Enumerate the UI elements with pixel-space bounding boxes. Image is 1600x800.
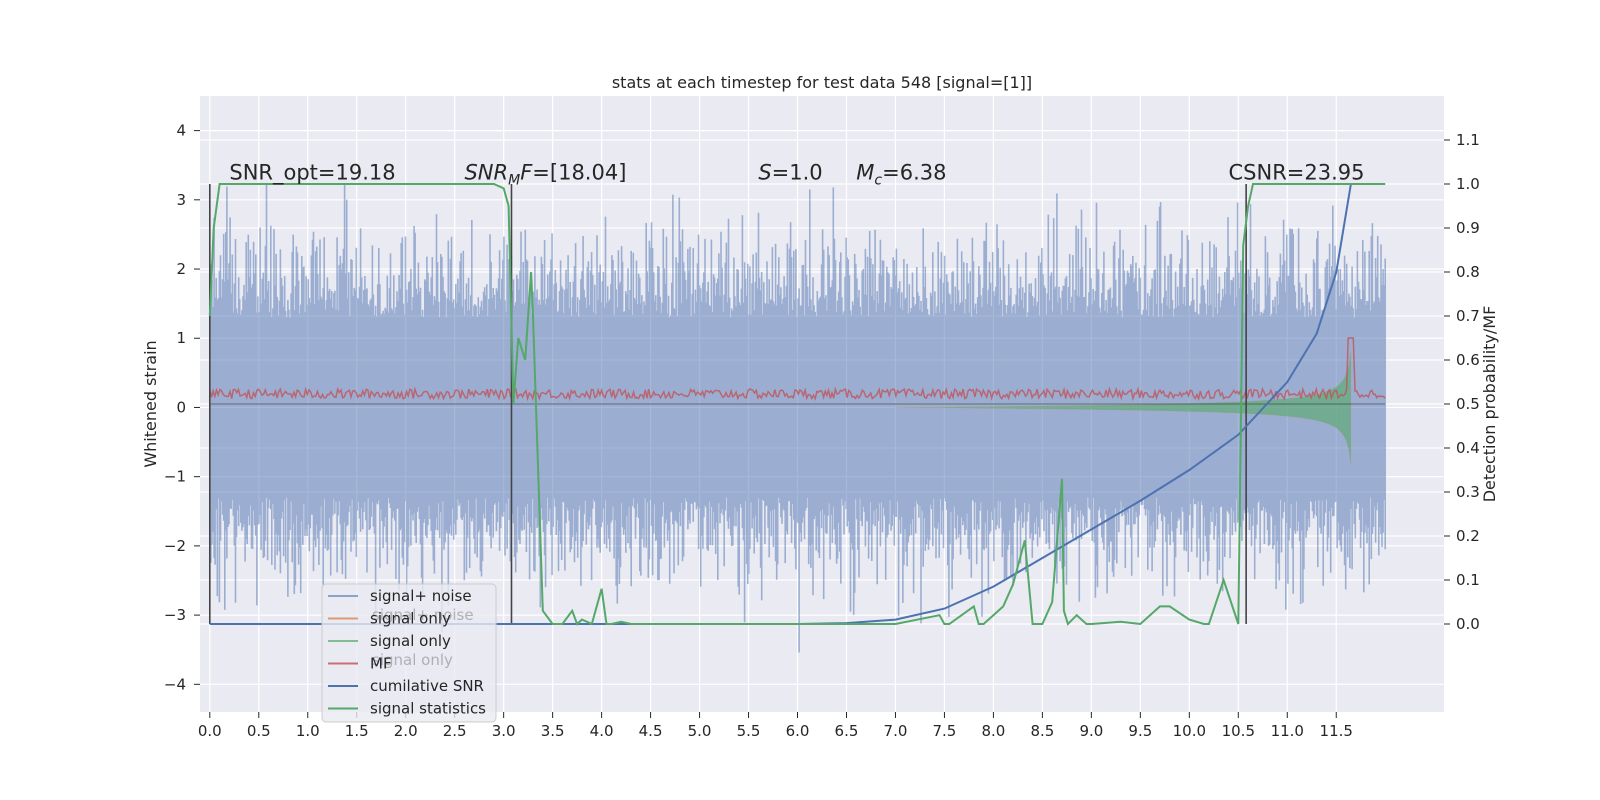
x-tick-label: 11.0 [1271, 722, 1304, 740]
chart-title: stats at each timestep for test data 548… [612, 73, 1032, 92]
chirp-envelope [895, 350, 1352, 465]
x-tick-label: 8.0 [981, 722, 1005, 740]
y2-tick-label: 0.3 [1456, 483, 1480, 501]
mf-trace [209, 337, 1386, 402]
x-tick-label: 8.5 [1030, 722, 1054, 740]
y2-axis-label: Detection probability/MF [1480, 306, 1499, 503]
legend-ghost-label: signal+ noise [372, 606, 474, 624]
y-tick-label: 4 [176, 122, 186, 140]
y2-tick-label: 0.2 [1456, 527, 1480, 545]
y2-tick-label: 0.5 [1456, 395, 1480, 413]
y2-tick-label: 1.0 [1456, 175, 1480, 193]
signal-only-series [895, 350, 1352, 465]
legend-ghost-label: signal only [372, 651, 453, 669]
x-tick-label: 3.5 [541, 722, 565, 740]
y-axis-ticks: 4 3 2 1 0 −1 −2 −3 −4 [164, 122, 200, 693]
y2-tick-label: 0.1 [1456, 571, 1480, 589]
y-tick-label: 1 [176, 329, 186, 347]
y-tick-label: 0 [176, 398, 186, 416]
x-tick-label: 0.5 [247, 722, 271, 740]
x-tick-label: 5.5 [737, 722, 761, 740]
y-tick-label: −4 [164, 675, 186, 693]
x-tick-label: 6.5 [835, 722, 859, 740]
y2-tick-label: 0.9 [1456, 219, 1480, 237]
legend-label: signal only [370, 610, 451, 628]
x-tick-label: 9.0 [1079, 722, 1103, 740]
y2-tick-label: 0.4 [1456, 439, 1480, 457]
annotation-snr-mf: SNRMF=[18.04] [464, 161, 626, 189]
annotation-snr-opt: SNR_opt=19.18 [229, 161, 395, 186]
y2-tick-label: 0.7 [1456, 307, 1480, 325]
y2-tick-label: 0.8 [1456, 263, 1480, 281]
legend-label: signal only [370, 632, 451, 650]
y2-tick-label: 0.0 [1456, 615, 1480, 633]
x-tick-label: 0.0 [198, 722, 222, 740]
legend-label: signal+ noise [370, 587, 472, 605]
y-tick-label: −3 [164, 606, 186, 624]
x-tick-label: 2.5 [443, 722, 467, 740]
annotation-s-value: S=1.0 [758, 161, 822, 185]
y-tick-label: 3 [176, 191, 186, 209]
y2-tick-label: 1.1 [1456, 131, 1480, 149]
vertical-markers [208, 184, 1247, 624]
x-tick-label: 7.5 [933, 722, 957, 740]
x-tick-label: 5.0 [688, 722, 712, 740]
x-tick-label: 10.0 [1173, 722, 1206, 740]
y-tick-label: −1 [164, 468, 186, 486]
x-tick-label: 3.0 [492, 722, 516, 740]
y2-axis-ticks: 1.1 1.0 0.9 0.8 0.7 0.6 0.5 0.4 0.3 0.2 0.1 0.0 [1444, 131, 1480, 633]
y-tick-label: 2 [176, 260, 186, 278]
signal-statistics-line [208, 183, 1386, 626]
y2-tick-label: 0.6 [1456, 351, 1480, 369]
x-tick-label: 1.0 [296, 722, 320, 740]
legend-box [321, 583, 497, 723]
legend-label: signal statistics [370, 700, 486, 718]
legend-label: cumilative SNR [370, 677, 484, 695]
x-tick-label: 11.5 [1320, 722, 1353, 740]
x-tick-label: 2.0 [394, 722, 418, 740]
y-axis-label: Whitened strain [141, 340, 160, 467]
annotations: SNR_opt=19.18 SNRMF=[18.04] S=1.0 Mc=6.38 CS… [229, 161, 1364, 189]
x-tick-label: 9.5 [1128, 722, 1152, 740]
y-tick-label: −2 [164, 537, 186, 555]
x-tick-label: 4.5 [639, 722, 663, 740]
line-series [208, 183, 1386, 626]
annotation-mc-value: Mc=6.38 [856, 161, 946, 189]
x-tick-label: 7.0 [884, 722, 908, 740]
x-axis-ticks: 0.0 0.5 1.0 1.5 2.0 2.5 3.0 3.5 4.0 4.5 5.0 5.5 6.0 6… [198, 712, 1353, 740]
x-tick-label: 1.5 [345, 722, 369, 740]
x-tick-label: 10.5 [1222, 722, 1255, 740]
cumulative-snr-line [209, 183, 1352, 625]
x-tick-label: 4.0 [590, 722, 614, 740]
mf-series [209, 337, 1386, 405]
legend-label: MF [370, 655, 392, 673]
annotation-csnr: CSNR=23.95 [1229, 161, 1365, 185]
x-tick-label: 6.0 [786, 722, 810, 740]
